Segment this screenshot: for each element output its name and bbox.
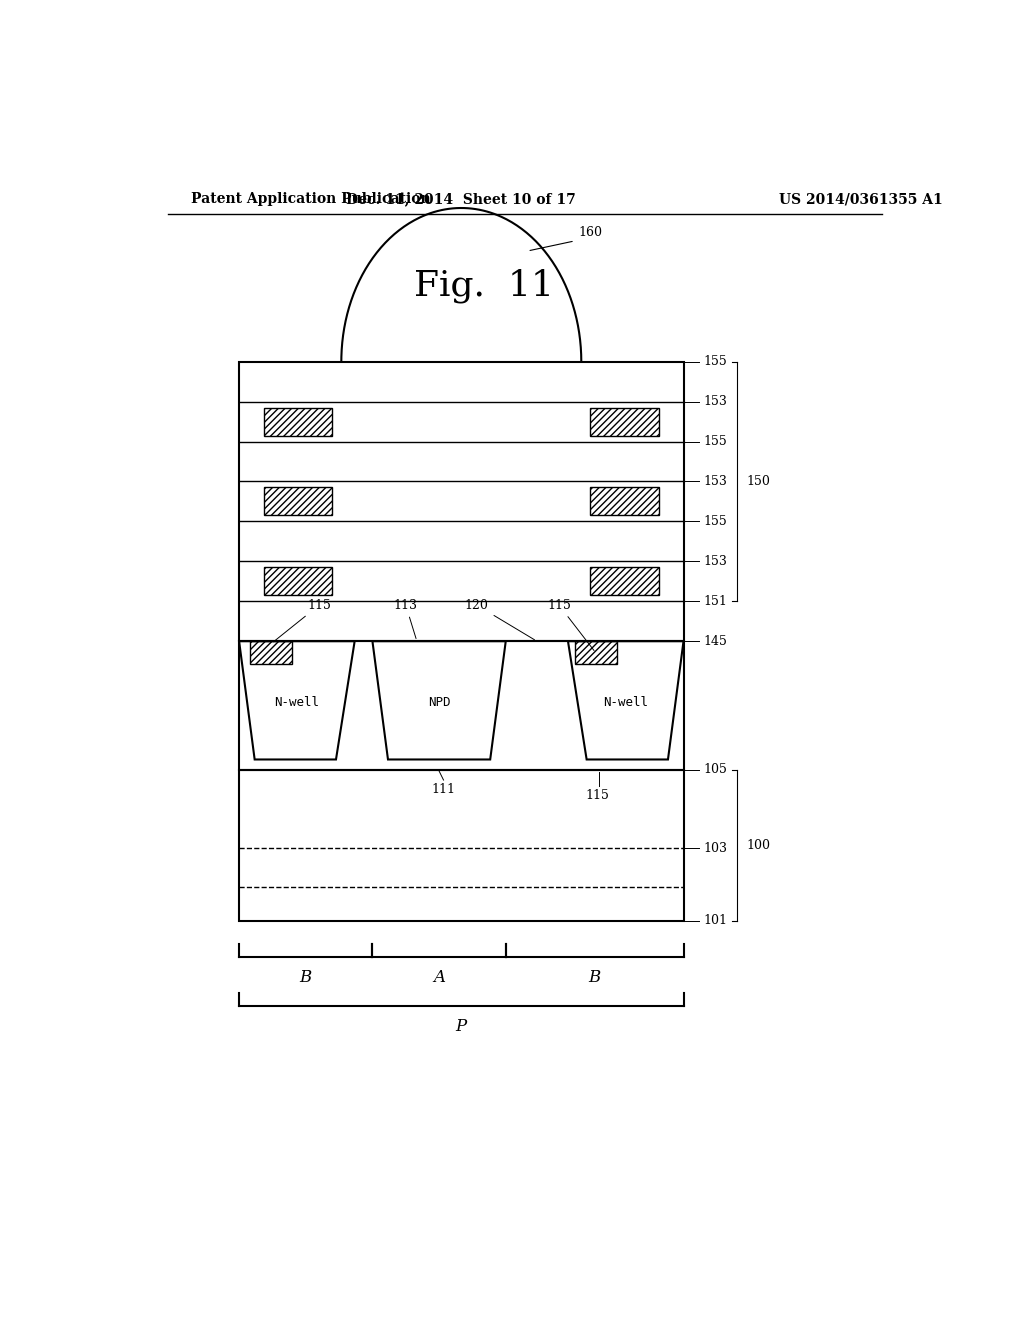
Text: 120: 120 <box>465 599 535 640</box>
Text: Patent Application Publication: Patent Application Publication <box>191 191 431 206</box>
Text: 153: 153 <box>703 475 727 488</box>
Text: 151: 151 <box>703 595 727 607</box>
Bar <box>250 642 293 664</box>
Text: 115: 115 <box>586 789 609 803</box>
Text: 100: 100 <box>746 838 770 851</box>
Text: 153: 153 <box>703 395 727 408</box>
Text: 101: 101 <box>703 915 727 927</box>
Bar <box>574 642 616 664</box>
Text: 105: 105 <box>703 763 727 776</box>
Text: 111: 111 <box>431 783 456 796</box>
Text: 103: 103 <box>703 842 727 854</box>
Bar <box>590 487 659 515</box>
Text: 155: 155 <box>703 515 727 528</box>
Text: 153: 153 <box>703 554 727 568</box>
Text: B: B <box>589 969 601 986</box>
Text: Fig.  11: Fig. 11 <box>414 268 554 302</box>
Text: 155: 155 <box>703 436 727 447</box>
Text: NPD: NPD <box>428 697 451 709</box>
Text: N-well: N-well <box>603 697 648 709</box>
Text: B: B <box>300 969 312 986</box>
Text: 155: 155 <box>703 355 727 368</box>
Bar <box>590 568 659 595</box>
Text: Dec. 11, 2014  Sheet 10 of 17: Dec. 11, 2014 Sheet 10 of 17 <box>346 191 577 206</box>
Text: 115: 115 <box>547 599 594 651</box>
Text: 160: 160 <box>579 226 603 239</box>
Text: 145: 145 <box>703 635 727 648</box>
Bar <box>590 408 659 436</box>
Text: 113: 113 <box>394 599 418 639</box>
Text: 150: 150 <box>746 475 770 488</box>
Text: 115: 115 <box>273 599 331 642</box>
Text: A: A <box>433 969 445 986</box>
Text: US 2014/0361355 A1: US 2014/0361355 A1 <box>778 191 942 206</box>
Bar <box>263 568 333 595</box>
Text: N-well: N-well <box>274 697 319 709</box>
Bar <box>263 487 333 515</box>
Bar <box>263 408 333 436</box>
Text: P: P <box>456 1018 467 1035</box>
